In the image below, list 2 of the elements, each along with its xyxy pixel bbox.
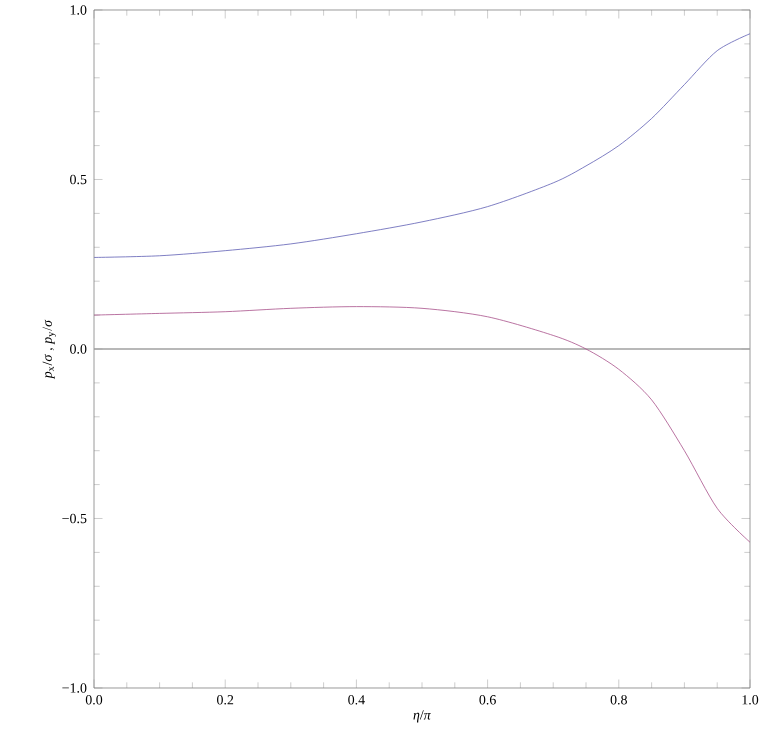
line-series — [94, 33, 751, 258]
line-series — [94, 306, 751, 543]
